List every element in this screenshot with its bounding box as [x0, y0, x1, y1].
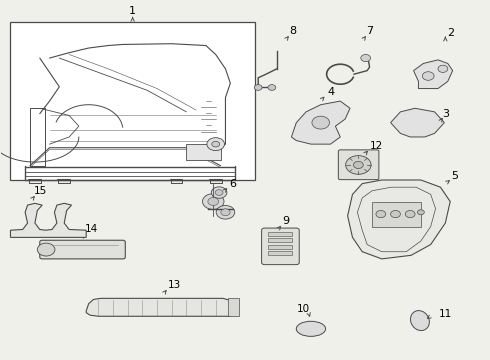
Bar: [269, 244, 293, 249]
Bar: [10, 22, 255, 180]
Circle shape: [376, 211, 386, 218]
Circle shape: [215, 190, 223, 195]
FancyBboxPatch shape: [40, 240, 125, 259]
Bar: [186, 144, 220, 160]
Ellipse shape: [296, 321, 326, 336]
Polygon shape: [391, 108, 444, 137]
Circle shape: [221, 209, 230, 216]
Bar: [269, 251, 293, 255]
Text: 4: 4: [327, 87, 334, 97]
Circle shape: [361, 54, 370, 62]
Text: 7: 7: [366, 26, 373, 36]
Text: 5: 5: [452, 171, 459, 181]
Text: 14: 14: [84, 225, 98, 234]
FancyBboxPatch shape: [338, 150, 379, 180]
Polygon shape: [86, 298, 238, 316]
Circle shape: [268, 85, 276, 90]
Circle shape: [216, 206, 235, 219]
Circle shape: [353, 161, 363, 168]
Circle shape: [417, 210, 424, 215]
Text: 10: 10: [297, 304, 310, 314]
Polygon shape: [414, 60, 453, 89]
Bar: [372, 202, 421, 226]
Bar: [228, 298, 239, 316]
Polygon shape: [10, 203, 86, 237]
Circle shape: [391, 211, 400, 218]
Bar: [269, 238, 293, 242]
Text: 3: 3: [442, 109, 449, 119]
Circle shape: [202, 194, 224, 210]
Text: 6: 6: [229, 179, 236, 189]
Text: 9: 9: [282, 216, 290, 226]
Circle shape: [422, 72, 434, 80]
Ellipse shape: [411, 311, 429, 330]
Polygon shape: [292, 101, 350, 144]
Circle shape: [312, 116, 330, 129]
Text: 15: 15: [34, 186, 48, 196]
Circle shape: [208, 198, 219, 206]
Text: 12: 12: [369, 141, 383, 151]
Text: 11: 11: [439, 310, 452, 319]
Circle shape: [212, 141, 220, 147]
Circle shape: [438, 65, 448, 72]
Circle shape: [405, 211, 415, 218]
Polygon shape: [347, 180, 450, 259]
FancyBboxPatch shape: [262, 228, 299, 265]
Bar: [269, 231, 293, 236]
Circle shape: [345, 156, 371, 174]
Text: 2: 2: [447, 28, 454, 38]
Text: 13: 13: [168, 280, 181, 290]
Text: 8: 8: [289, 26, 296, 36]
Text: 1: 1: [129, 6, 136, 17]
Circle shape: [254, 85, 262, 90]
Circle shape: [37, 243, 55, 256]
Circle shape: [211, 187, 227, 198]
Circle shape: [207, 138, 224, 150]
